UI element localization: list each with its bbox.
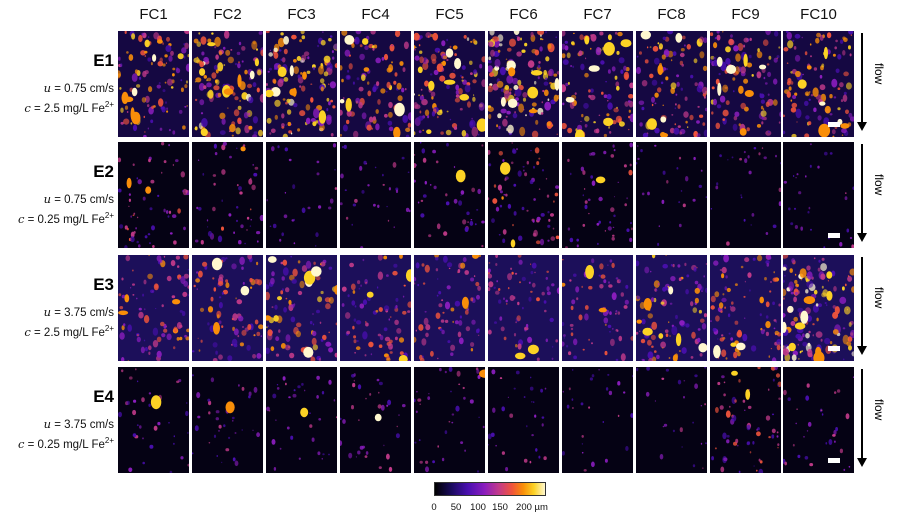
- micrograph-e2-fc4: [340, 142, 411, 248]
- colorbar-tick: 50: [450, 502, 462, 513]
- micrograph-e3-fc8: [636, 255, 707, 361]
- velocity-param: u = 3.75 cm/s: [43, 417, 114, 431]
- arrow-down-icon: [861, 33, 863, 123]
- row-label-e3: E3 u = 3.75 cm/s c = 2.5 mg/L Fe2+: [0, 275, 114, 341]
- micrograph-e3-fc7: [562, 255, 633, 361]
- flow-label: flow: [872, 63, 886, 85]
- micrograph-e2-fc6: [488, 142, 559, 248]
- micrograph-e4-fc6: [488, 367, 559, 473]
- micrograph-e4-fc5: [414, 367, 485, 473]
- arrow-down-icon: [861, 144, 863, 234]
- arrow-head-icon: [857, 233, 867, 242]
- micrograph-e4-fc8: [636, 367, 707, 473]
- scale-bar: [828, 122, 840, 127]
- column-header-fc7: FC7: [583, 6, 612, 23]
- column-header-fc9: FC9: [731, 6, 760, 23]
- column-header-fc4: FC4: [361, 6, 390, 23]
- column-header-fc10: FC10: [800, 6, 837, 23]
- micrograph-e1-fc4: [340, 31, 411, 137]
- micrograph-e2-fc8: [636, 142, 707, 248]
- scale-bar: [828, 458, 840, 463]
- micrograph-e2-fc2: [192, 142, 263, 248]
- scale-bar: [828, 233, 840, 238]
- micrograph-e2-fc1: [118, 142, 189, 248]
- micrograph-e1-fc10: [783, 31, 854, 137]
- micrograph-e2-fc5: [414, 142, 485, 248]
- micrograph-e4-fc2: [192, 367, 263, 473]
- micrograph-e4-fc7: [562, 367, 633, 473]
- micrograph-e3-fc1: [118, 255, 189, 361]
- micrograph-e1-fc5: [414, 31, 485, 137]
- colorbar: [434, 482, 546, 496]
- flow-indicator: flow: [852, 144, 892, 248]
- micrograph-e2-fc3: [266, 142, 337, 248]
- column-header-fc2: FC2: [213, 6, 242, 23]
- column-header-fc6: FC6: [509, 6, 538, 23]
- micrograph-e4-fc4: [340, 367, 411, 473]
- micrograph-e1-fc9: [710, 31, 781, 137]
- concentration-param: c = 0.25 mg/L Fe2+: [17, 436, 114, 451]
- column-header-fc5: FC5: [435, 6, 464, 23]
- velocity-param: u = 0.75 cm/s: [43, 192, 114, 206]
- micrograph-e3-fc3: [266, 255, 337, 361]
- row-id: E1: [93, 51, 114, 70]
- micrograph-e2-fc9: [710, 142, 781, 248]
- velocity-param: u = 0.75 cm/s: [43, 81, 114, 95]
- micrograph-e4-fc10: [783, 367, 854, 473]
- arrow-head-icon: [857, 346, 867, 355]
- colorbar-tick: 200 µm: [516, 502, 548, 513]
- micrograph-e4-fc3: [266, 367, 337, 473]
- micrograph-e1-fc1: [118, 31, 189, 137]
- row-label-e4: E4 u = 3.75 cm/s c = 0.25 mg/L Fe2+: [0, 387, 114, 453]
- micrograph-e1-fc6: [488, 31, 559, 137]
- micrograph-e3-fc2: [192, 255, 263, 361]
- row-id: E4: [93, 387, 114, 406]
- flow-label: flow: [872, 174, 886, 196]
- column-header-fc8: FC8: [657, 6, 686, 23]
- flow-label: flow: [872, 399, 886, 421]
- arrow-down-icon: [861, 257, 863, 347]
- arrow-head-icon: [857, 458, 867, 467]
- micrograph-e1-fc8: [636, 31, 707, 137]
- micrograph-e1-fc3: [266, 31, 337, 137]
- velocity-param: u = 3.75 cm/s: [43, 305, 114, 319]
- row-label-e1: E1 u = 0.75 cm/s c = 2.5 mg/L Fe2+: [0, 51, 114, 117]
- arrow-head-icon: [857, 122, 867, 131]
- column-header-fc3: FC3: [287, 6, 316, 23]
- concentration-param: c = 2.5 mg/L Fe2+: [24, 324, 114, 339]
- flow-indicator: flow: [852, 33, 892, 137]
- micrograph-e4-fc9: [710, 367, 781, 473]
- flow-indicator: flow: [852, 369, 892, 473]
- column-header-fc1: FC1: [139, 6, 168, 23]
- micrograph-e3-fc10: [783, 255, 854, 361]
- flow-label: flow: [872, 287, 886, 309]
- row-label-e2: E2 u = 0.75 cm/s c = 0.25 mg/L Fe2+: [0, 162, 114, 228]
- flow-indicator: flow: [852, 257, 892, 361]
- micrograph-e3-fc5: [414, 255, 485, 361]
- row-id: E2: [93, 162, 114, 181]
- colorbar-tick: 150: [492, 502, 508, 513]
- micrograph-e2-fc7: [562, 142, 633, 248]
- scale-bar: [828, 346, 840, 351]
- concentration-param: c = 2.5 mg/L Fe2+: [24, 100, 114, 115]
- micrograph-e4-fc1: [118, 367, 189, 473]
- micrograph-e3-fc4: [340, 255, 411, 361]
- arrow-down-icon: [861, 369, 863, 459]
- row-id: E3: [93, 275, 114, 294]
- micrograph-e1-fc2: [192, 31, 263, 137]
- micrograph-e1-fc7: [562, 31, 633, 137]
- concentration-param: c = 0.25 mg/L Fe2+: [17, 211, 114, 226]
- micrograph-e3-fc9: [710, 255, 781, 361]
- micrograph-e3-fc6: [488, 255, 559, 361]
- micrograph-e2-fc10: [783, 142, 854, 248]
- colorbar-tick: 100: [470, 502, 486, 513]
- colorbar-tick: 0: [431, 502, 437, 513]
